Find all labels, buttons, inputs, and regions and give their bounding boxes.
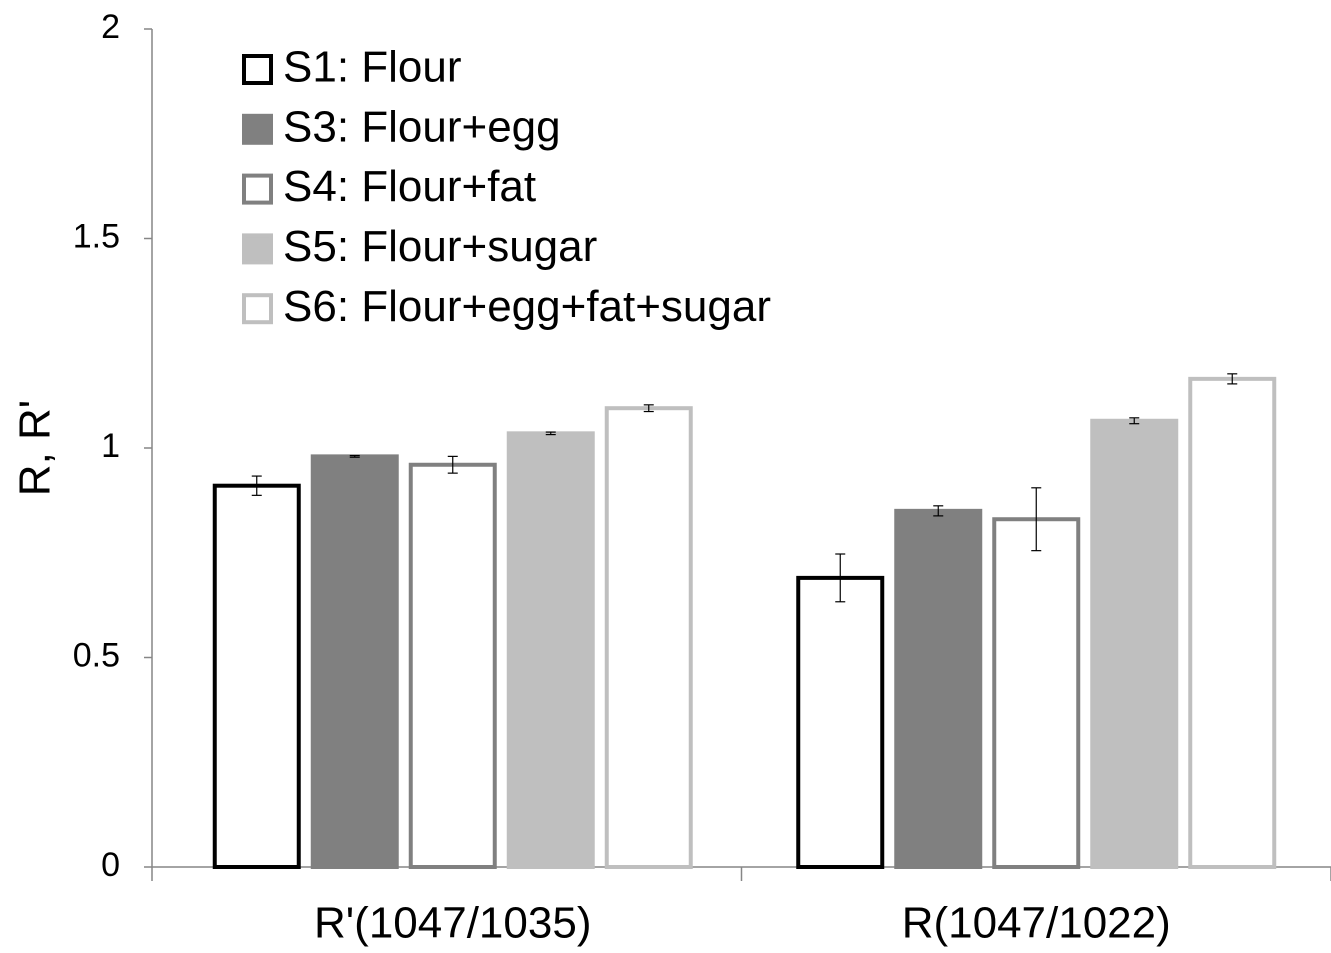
y-tick-label: 1 <box>101 427 120 465</box>
error-bar <box>1227 373 1238 385</box>
bar <box>408 462 497 869</box>
error-bar <box>545 431 556 436</box>
bar <box>796 575 885 869</box>
error-bar <box>251 475 262 496</box>
bar <box>992 517 1081 869</box>
error-bar <box>1031 487 1042 552</box>
error-bar <box>1129 417 1140 425</box>
y-tick-label: 2 <box>101 8 120 46</box>
bar <box>604 406 693 869</box>
error-bar <box>447 455 458 474</box>
x-tick-label: R'(1047/1035) <box>314 899 591 948</box>
y-tick-label: 0 <box>101 846 120 884</box>
x-tick-label: R(1047/1022) <box>902 899 1171 948</box>
bar <box>212 483 301 869</box>
bar <box>310 454 399 869</box>
legend-label: S4: Flour+fat <box>283 162 536 211</box>
bar <box>1188 376 1277 869</box>
legend-swatch <box>242 113 273 145</box>
legend-swatch <box>242 54 273 85</box>
legend-swatch <box>242 293 273 325</box>
y-tick-label: 1.5 <box>73 217 120 255</box>
legend-swatch <box>242 173 273 205</box>
legend-label: S5: Flour+sugar <box>283 222 597 271</box>
legend-label: S1: Flour <box>283 43 462 92</box>
y-axis-title: R, R' <box>11 400 60 496</box>
error-bar <box>835 553 846 603</box>
error-bar <box>349 454 360 458</box>
legend-label: S6: Flour+egg+fat+sugar <box>283 282 771 331</box>
bar <box>506 431 595 869</box>
legend-label: S3: Flour+egg <box>283 102 561 151</box>
legend-swatch <box>242 233 273 265</box>
y-tick-label: 0.5 <box>73 636 120 674</box>
bar <box>894 508 983 869</box>
bar <box>1090 418 1179 869</box>
error-bar <box>643 404 654 413</box>
error-bar <box>933 505 944 517</box>
